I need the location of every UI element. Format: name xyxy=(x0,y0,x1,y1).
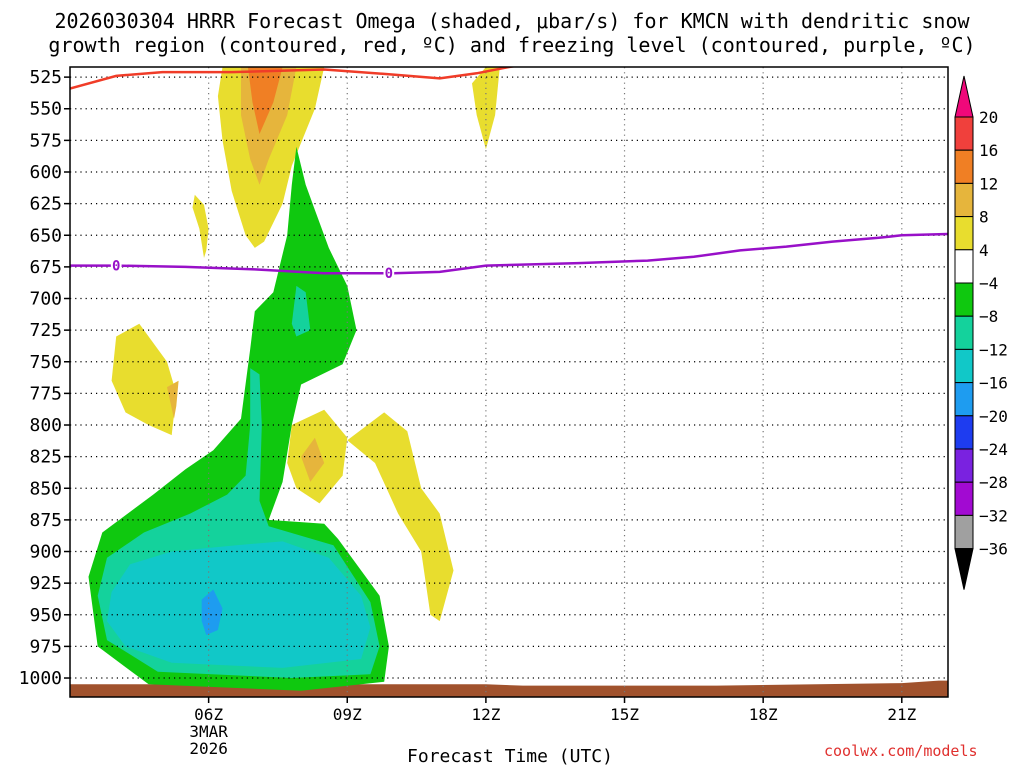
colorbar-label-6: −8 xyxy=(979,307,998,326)
freezing-level-label-0: 0 xyxy=(112,259,120,275)
y-tick-label-625: 625 xyxy=(29,194,62,215)
grid-layer xyxy=(70,67,948,697)
colorbar-bottom-arrow xyxy=(954,548,974,590)
y-tick-label-725: 725 xyxy=(29,320,62,341)
colorbar-label-7: −12 xyxy=(979,340,1008,359)
colorbar-label-3: 8 xyxy=(979,208,989,227)
y-tick-label-775: 775 xyxy=(29,383,62,404)
y-tick-label-575: 575 xyxy=(29,130,62,151)
omega-region-9 xyxy=(347,412,454,622)
colorbar: 20 16 12 8 4 −4 −8 −12 −16 −20 −24 −28 −32 −36 xyxy=(954,75,1008,590)
omega-region-3 xyxy=(472,67,500,150)
colorbar-label-5: −4 xyxy=(979,274,998,293)
y-tick-label-875: 875 xyxy=(29,510,62,531)
y-tick-label-850: 850 xyxy=(29,478,62,499)
colorbar-label-8: −16 xyxy=(979,374,1008,393)
colorbar-segment-4 xyxy=(954,249,974,284)
colorbar-segment-6 xyxy=(954,315,974,350)
x-tick-sublabel-0: 3MAR xyxy=(189,722,228,741)
y-tick-label-975: 975 xyxy=(29,636,62,657)
axes-layer: 525 550 575 600 625 650 675 700 725 750 775 800 825 8… xyxy=(19,66,949,758)
colorbar-segment-12 xyxy=(954,514,974,550)
colorbar-segment-8 xyxy=(954,382,974,417)
y-tick-label-825: 825 xyxy=(29,447,62,468)
omega-region-13 xyxy=(107,541,371,668)
colorbar-segment-11 xyxy=(954,481,974,516)
colorbar-label-4: 4 xyxy=(979,241,989,260)
omega-region-2 xyxy=(247,67,283,134)
colorbar-segment-7 xyxy=(954,348,974,384)
y-tick-label-800: 800 xyxy=(29,415,62,436)
colorbar-label-13: −36 xyxy=(979,540,1008,559)
x-tick-label-18Z: 18Z xyxy=(749,705,778,724)
omega-shaded-layer xyxy=(70,67,948,697)
y-tick-label-650: 650 xyxy=(29,225,62,246)
x-tick-label-21Z: 21Z xyxy=(887,705,916,724)
colorbar-top-arrow xyxy=(954,75,974,118)
x-tick-label-06Z: 06Z xyxy=(194,705,223,724)
colorbar-label-9: −20 xyxy=(979,407,1008,426)
colorbar-segment-5 xyxy=(954,282,974,317)
colorbar-segment-2 xyxy=(954,182,974,218)
freezing-level-contour xyxy=(70,232,948,275)
x-tick-label-09Z: 09Z xyxy=(333,705,362,724)
y-tick-label-950: 950 xyxy=(29,605,62,626)
colorbar-label-12: −32 xyxy=(979,506,1008,525)
colorbar-segment-9 xyxy=(954,415,974,450)
colorbar-segment-10 xyxy=(954,448,974,483)
colorbar-label-1: 16 xyxy=(979,141,998,160)
y-tick-label-600: 600 xyxy=(29,162,62,183)
colorbar-label-0: 20 xyxy=(979,108,998,127)
x-tick-label-15Z: 15Z xyxy=(610,705,639,724)
omega-region-6 xyxy=(167,380,179,419)
colorbar-segment-1 xyxy=(954,149,974,184)
colorbar-segment-0 xyxy=(954,116,974,151)
omega-region-8 xyxy=(301,437,325,482)
watermark: coolwx.com/models xyxy=(824,742,978,760)
chart-title-line1: 2026030304 HRRR Forecast Omega (shaded, … xyxy=(54,9,970,33)
colorbar-label-2: 12 xyxy=(979,174,998,193)
x-tick-label-12Z: 12Z xyxy=(471,705,500,724)
y-tick-label-925: 925 xyxy=(29,573,62,594)
freezing-level-label-1: 0 xyxy=(385,266,393,282)
y-tick-label-750: 750 xyxy=(29,352,62,373)
dendritic-growth-contour xyxy=(70,67,518,90)
y-tick-label-1000: 1000 xyxy=(19,668,62,689)
omega-region-5 xyxy=(111,323,177,436)
colorbar-label-10: −24 xyxy=(979,440,1008,459)
y-tick-label-675: 675 xyxy=(29,257,62,278)
y-tick-label-525: 525 xyxy=(29,67,62,88)
y-tick-label-700: 700 xyxy=(29,289,62,310)
colorbar-segment-3 xyxy=(954,216,974,251)
plot-frame xyxy=(69,66,949,698)
omega-region-14 xyxy=(201,589,223,635)
chart-title-line2: growth region (contoured, red, ºC) and f… xyxy=(48,33,976,57)
y-tick-label-550: 550 xyxy=(29,99,62,120)
x-tick-sublabel-1: 2026 xyxy=(189,739,228,758)
omega-region-4 xyxy=(192,194,209,258)
colorbar-label-11: −28 xyxy=(979,473,1008,492)
y-tick-label-900: 900 xyxy=(29,542,62,563)
omega-region-11 xyxy=(291,285,311,337)
x-axis-label: Forecast Time (UTC) xyxy=(407,746,613,767)
